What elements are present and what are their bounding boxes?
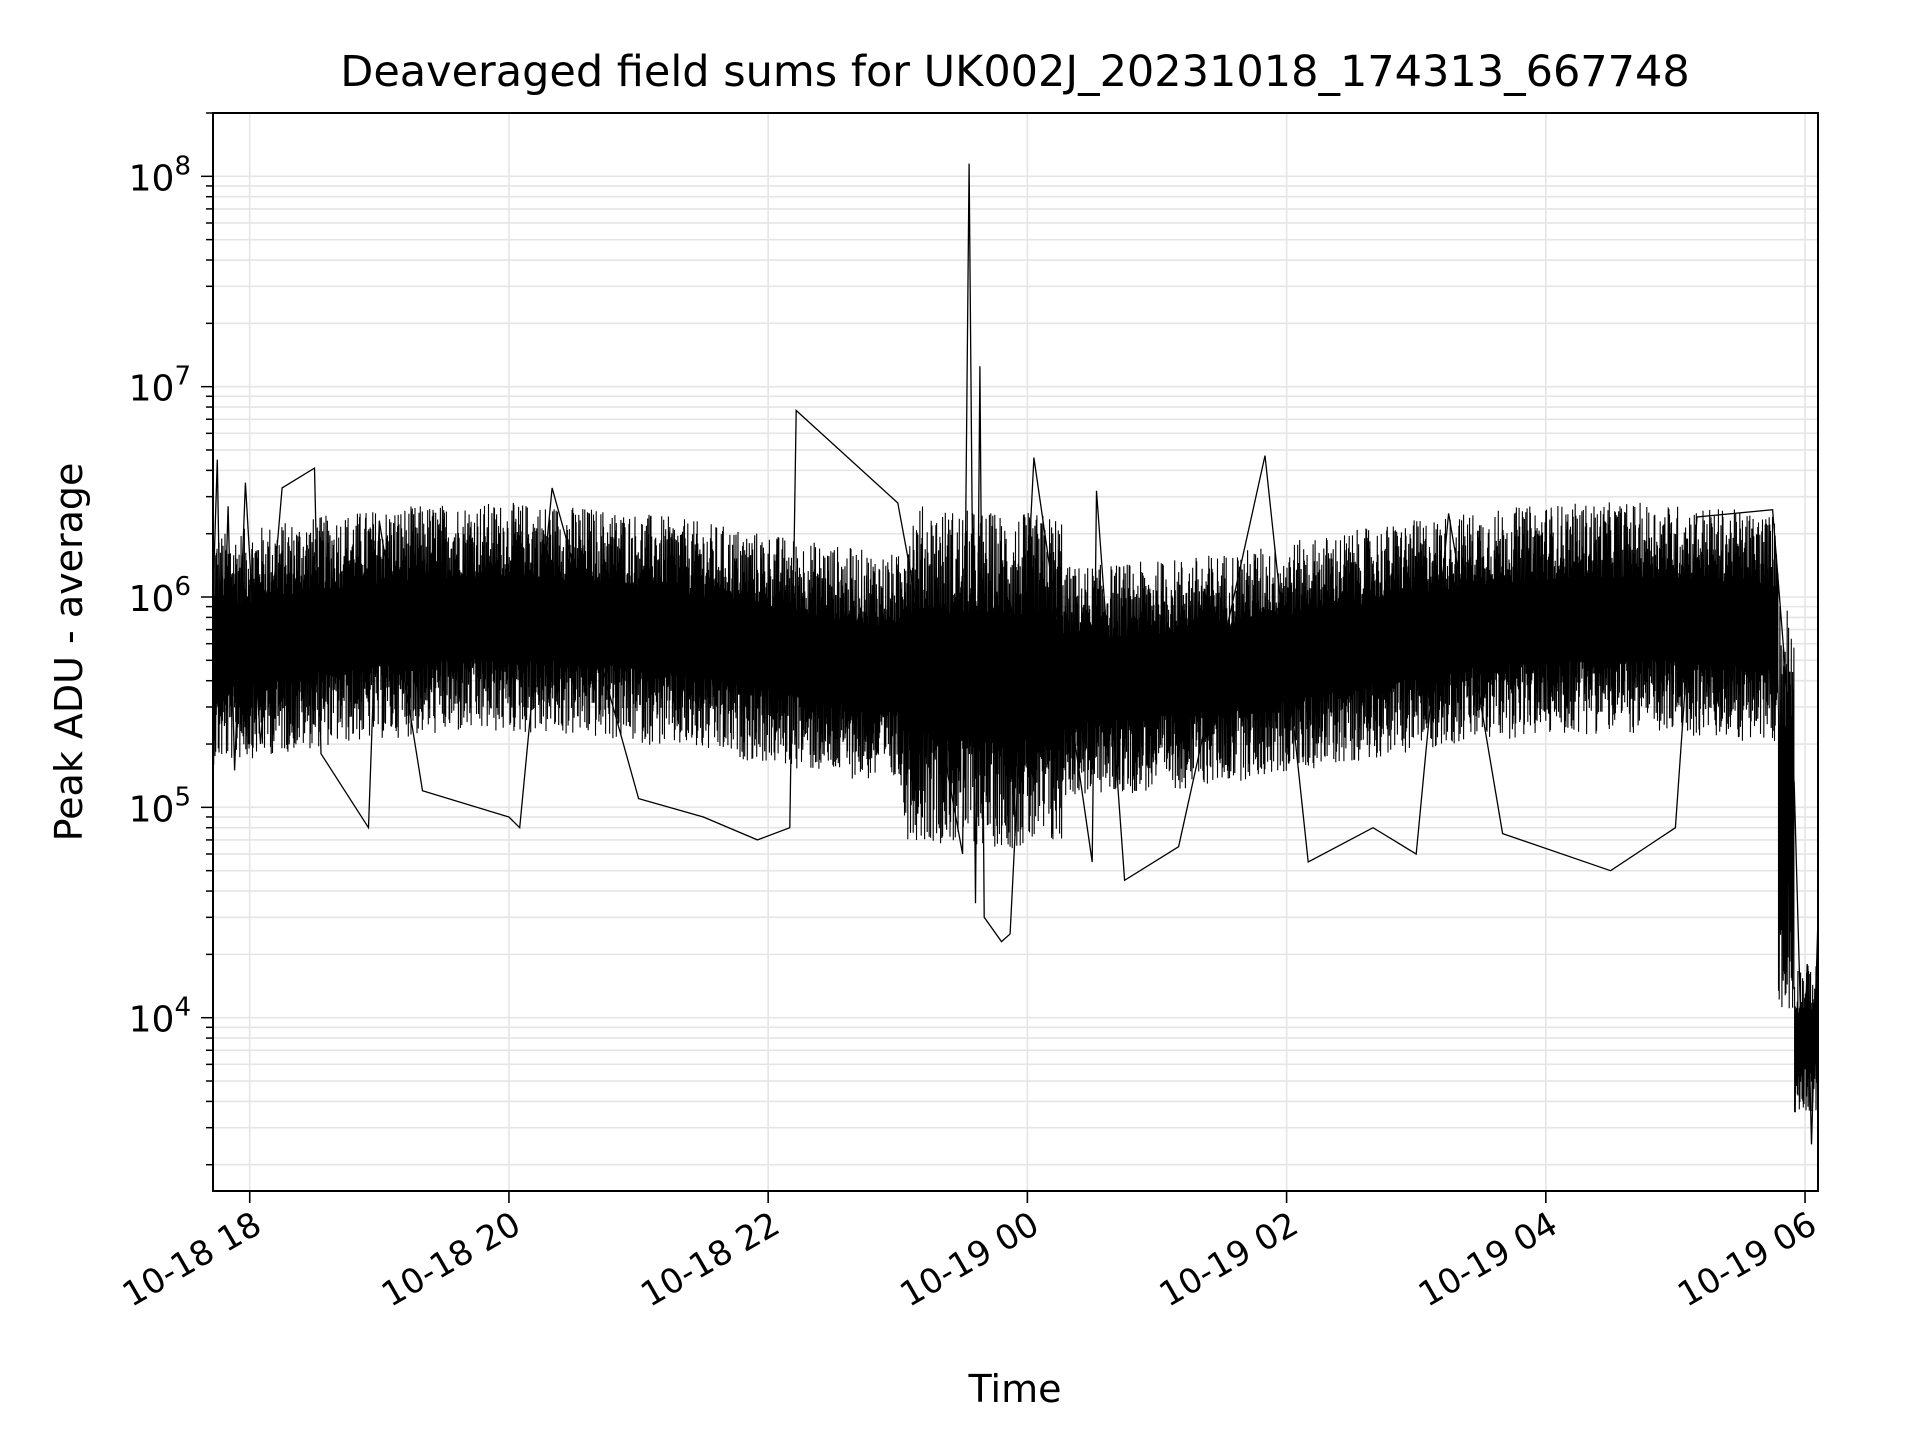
series-noise-path: [213, 502, 1818, 1113]
plot-frame: [212, 112, 1819, 1192]
plot-area: [213, 163, 1818, 1145]
y-tick-label: 104: [129, 993, 191, 1041]
y-tick-label: 108: [129, 151, 191, 199]
y-tick-label: 105: [129, 782, 191, 830]
y-axis-label: Peak ADU - average: [47, 463, 91, 842]
y-tick-label: 107: [129, 362, 191, 410]
series-line: [213, 163, 1818, 1145]
x-axis-label: Time: [968, 1367, 1062, 1411]
grid: [201, 112, 1818, 1191]
y-tick-label: 106: [129, 572, 191, 620]
y-axis: 104 105 106 107 108: [129, 151, 191, 1040]
series-noise: [213, 502, 1818, 1113]
chart-title: Deaveraged field sums for UK002J_2023101…: [340, 47, 1690, 97]
